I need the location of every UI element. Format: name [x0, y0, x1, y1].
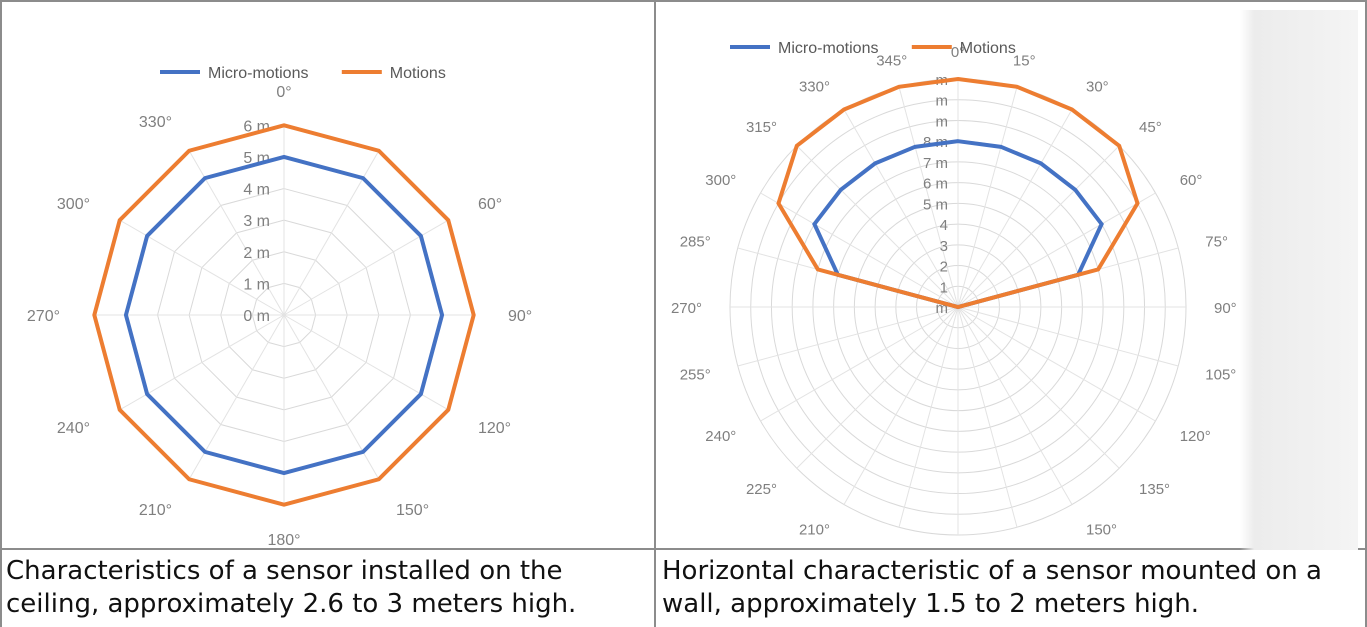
legend-label: Micro-motions — [208, 65, 308, 82]
angle-label: 330° — [139, 114, 172, 131]
radial-tick-label: 2 m — [243, 245, 270, 262]
radial-tick-label: 4 m — [243, 182, 270, 199]
legend-label: Motions — [390, 65, 446, 82]
table-border-center — [654, 0, 656, 627]
angle-label: 90° — [508, 308, 532, 325]
radial-tick-label: 7 m — [923, 155, 948, 172]
grid-spoke — [760, 306, 959, 422]
angle-label: 300° — [57, 196, 90, 213]
angle-label: 165° — [1009, 547, 1040, 548]
angle-label: 45° — [1139, 119, 1162, 136]
angle-label: 0° — [276, 84, 291, 101]
grid-spoke — [283, 219, 449, 316]
grid-spoke — [957, 86, 1018, 308]
series-line-motions — [776, 76, 1140, 310]
angle-label: 330° — [799, 78, 830, 95]
grid-spoke — [843, 306, 959, 505]
grid-spoke — [898, 86, 959, 308]
grid-spoke — [957, 306, 1179, 367]
grid-spoke — [737, 306, 959, 367]
legend-label: Motions — [960, 40, 1016, 57]
angle-label: 225° — [746, 481, 777, 498]
angle-label: 270° — [27, 308, 60, 325]
grid-spoke — [119, 314, 285, 411]
wall-caption: Horizontal characteristic of a sensor mo… — [662, 556, 1322, 619]
angle-label: 105° — [1205, 366, 1236, 383]
grid-spoke — [760, 192, 959, 308]
grid-spoke — [957, 109, 1073, 308]
grid-spoke — [957, 306, 1073, 505]
angle-label: 210° — [799, 522, 830, 539]
table-border-right — [1365, 0, 1367, 627]
angle-label: 75° — [1205, 234, 1228, 251]
radial-tick-label: 1 m — [243, 276, 270, 293]
angle-label: 150° — [1086, 522, 1117, 539]
series-line-motions — [92, 123, 476, 507]
angle-label: 270° — [671, 300, 702, 317]
grid-spoke — [957, 306, 1156, 422]
table-border-top — [0, 0, 1367, 2]
legend-label: Micro-motions — [778, 40, 878, 57]
grid-spoke — [119, 219, 285, 316]
radial-tick-label: m — [936, 93, 949, 110]
grid-spoke — [957, 306, 1120, 469]
angle-label: 180° — [267, 532, 300, 548]
angle-label: 135° — [1139, 481, 1170, 498]
grid-spoke — [283, 314, 449, 411]
grid-spoke — [796, 145, 959, 308]
angle-label: 240° — [57, 420, 90, 437]
grid-spoke — [283, 150, 380, 316]
angle-label: 315° — [746, 119, 777, 136]
grid-spoke — [796, 306, 959, 469]
grid-spoke — [957, 306, 1018, 528]
angle-label: 120° — [1180, 428, 1211, 445]
angle-label: 285° — [680, 234, 711, 251]
angle-label: 210° — [139, 502, 172, 519]
radial-tick-label: 3 m — [243, 213, 270, 230]
angle-label: 15° — [1013, 53, 1036, 70]
angle-label: 195° — [876, 547, 907, 548]
radial-tick-label: 6 m — [923, 176, 948, 193]
table-border-left — [0, 0, 2, 627]
radial-tick-label: 2 — [940, 259, 948, 276]
angle-label: 120° — [478, 420, 511, 437]
table-border-middle — [0, 548, 1367, 550]
grid-spoke — [957, 145, 1120, 308]
angle-label: 300° — [705, 172, 736, 189]
ceiling-caption: Characteristics of a sensor installed on… — [6, 556, 577, 619]
angle-label: 150° — [396, 502, 429, 519]
angle-label: 30° — [1086, 78, 1109, 95]
series-line-micro-motions — [123, 154, 445, 476]
angle-label: 345° — [876, 53, 907, 70]
radial-tick-label: 1 — [940, 279, 948, 296]
grid-spoke — [898, 306, 959, 528]
grid-spoke — [843, 109, 959, 308]
ceiling-radar-chart: 0 m1 m2 m3 m4 m5 m6 m0°60°90°120°150°180… — [27, 65, 532, 549]
angle-label: 255° — [680, 366, 711, 383]
radial-tick-label: 5 m — [923, 196, 948, 213]
radial-tick-label: 0 m — [243, 308, 270, 325]
angle-label: 90° — [1214, 300, 1237, 317]
radial-tick-label: m — [936, 113, 949, 130]
angle-label: 0° — [951, 44, 965, 61]
grid-spoke — [283, 314, 380, 480]
angle-label: 240° — [705, 428, 736, 445]
grid-spoke — [957, 192, 1156, 308]
radial-tick-label: 3 — [940, 238, 948, 255]
grid-spoke — [188, 314, 285, 480]
radial-tick-label: 4 — [940, 217, 948, 234]
angle-label: 60° — [1180, 172, 1203, 189]
angle-label: 60° — [478, 196, 502, 213]
screenshot-edge-shade — [1240, 10, 1358, 550]
